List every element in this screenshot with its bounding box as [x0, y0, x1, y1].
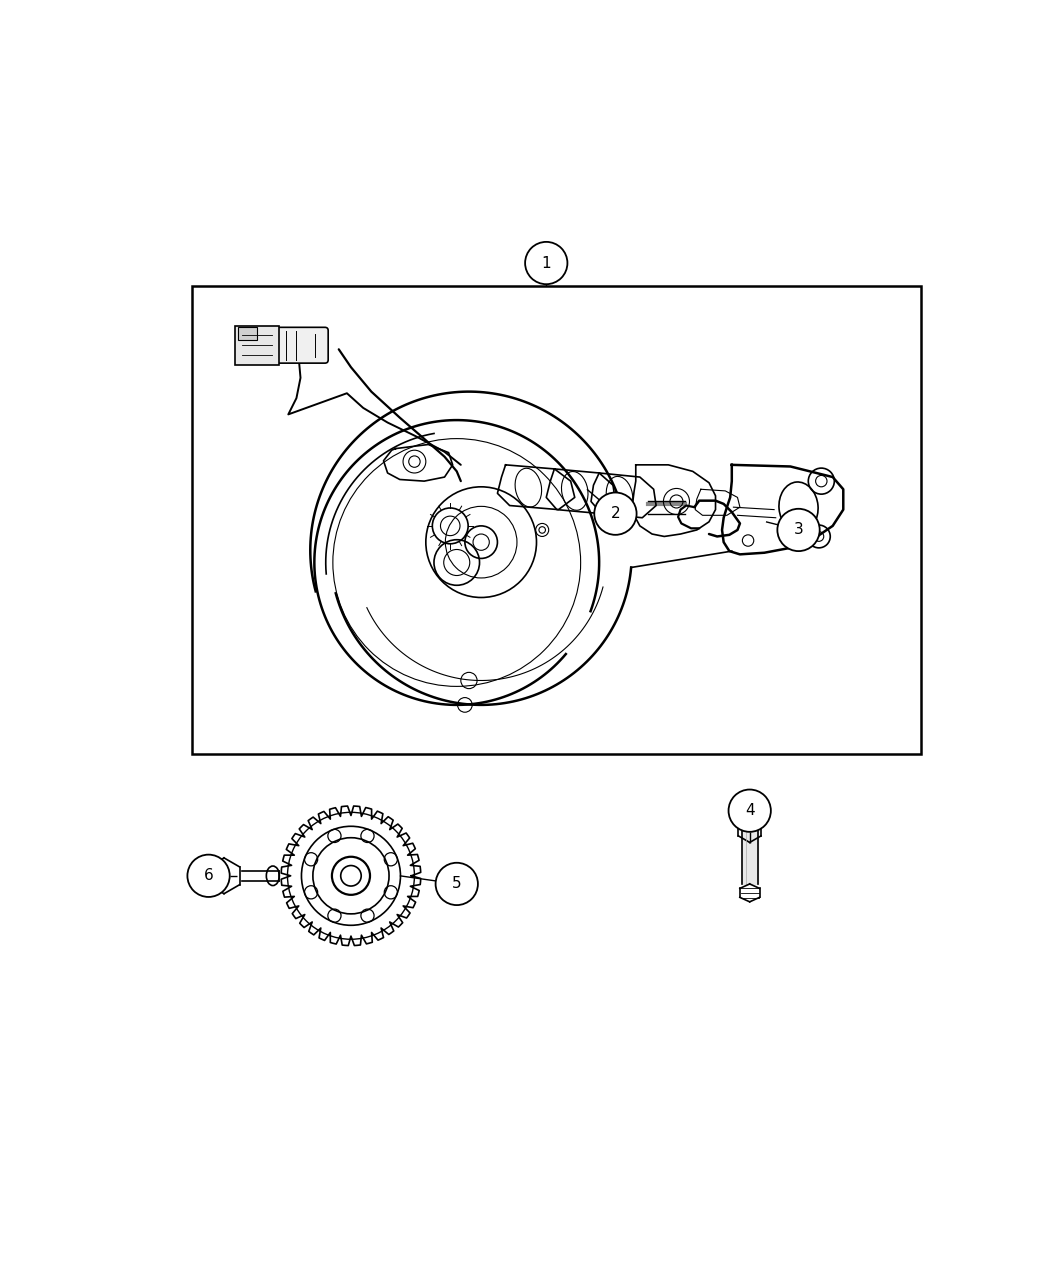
Circle shape — [525, 242, 567, 284]
Circle shape — [436, 863, 478, 905]
Circle shape — [777, 509, 820, 551]
Circle shape — [187, 854, 230, 896]
FancyBboxPatch shape — [235, 325, 279, 365]
Bar — [192, 286, 921, 754]
Text: 4: 4 — [744, 803, 755, 819]
Text: 5: 5 — [452, 876, 462, 891]
Text: 2: 2 — [611, 506, 621, 521]
Circle shape — [729, 789, 771, 831]
Text: 6: 6 — [204, 868, 213, 884]
FancyBboxPatch shape — [238, 326, 257, 339]
Text: 1: 1 — [542, 255, 551, 270]
Text: 3: 3 — [794, 523, 803, 538]
FancyBboxPatch shape — [273, 328, 329, 363]
Circle shape — [594, 492, 636, 534]
